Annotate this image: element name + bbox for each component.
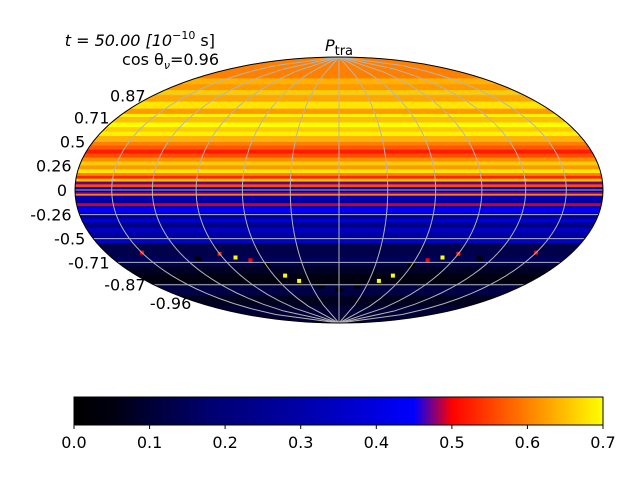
map-spot [297, 278, 302, 283]
latitude-tick-label: 0.71 [74, 109, 110, 128]
angle-subscript: ν [164, 59, 170, 72]
colorbar-tick-label: 0.6 [515, 433, 540, 452]
chart-title: Ptra [325, 36, 353, 59]
time-annotation: t = 50.00 [10−10 s] [65, 29, 215, 50]
map-spot [476, 256, 484, 261]
chart-title-sub: tra [335, 44, 353, 59]
latitude-tick-label: -0.87 [104, 276, 145, 295]
latitude-tick-label: -0.96 [150, 294, 191, 313]
latitude-tick-label: -0.26 [30, 206, 71, 225]
latitude-tick-label: -0.5 [54, 230, 85, 249]
map-spot [283, 273, 288, 278]
colorbar-tick-label: 0.1 [137, 433, 162, 452]
angle-annotation: cos θν=0.96 [122, 50, 219, 72]
latitude-tick-label: 0 [57, 181, 67, 200]
map-spot [233, 255, 238, 260]
colorbar-tick-label: 0.3 [288, 433, 313, 452]
colorbar-tick-label: 0.5 [439, 433, 464, 452]
colorbar-tick-label: 0.0 [61, 433, 86, 452]
angle-prefix: cos θ [122, 50, 164, 69]
map-spot [248, 258, 253, 263]
map-spot [317, 284, 325, 289]
colorbar-ticks: 0.0 0.1 0.2 0.3 0.4 0.5 0.6 0.7 [61, 425, 616, 452]
map-spot [376, 278, 381, 283]
colorbar-tick-label: 0.7 [590, 433, 615, 452]
time-prefix: t = 50.00 [10 [65, 31, 172, 50]
time-suffix: s] [195, 31, 215, 50]
colorbar [73, 396, 604, 426]
latitude-tick-label: 0.87 [110, 86, 146, 105]
colorbar-tick-label: 0.4 [364, 433, 389, 452]
chart-title-main: P [325, 36, 335, 55]
latitude-tick-label: 0.5 [60, 132, 85, 151]
graticule-grid [75, 57, 603, 323]
map-spot [353, 284, 361, 289]
map-spot [440, 255, 445, 260]
latitude-tick-labels: 0.870.71 0.5 0.26 0 -0.26 -0.5 -0.71 -0.87 -0.96 [30, 86, 191, 313]
map-spot [425, 258, 430, 263]
map-boundary [74, 56, 604, 324]
latitude-tick-label: 0.26 [36, 156, 72, 175]
map-spot [390, 273, 395, 278]
angle-suffix: =0.96 [170, 50, 219, 69]
latitude-tick-label: -0.71 [68, 253, 109, 272]
map-spot [194, 256, 202, 261]
colorbar-tick-label: 0.2 [212, 433, 237, 452]
time-exponent: −10 [172, 29, 195, 42]
